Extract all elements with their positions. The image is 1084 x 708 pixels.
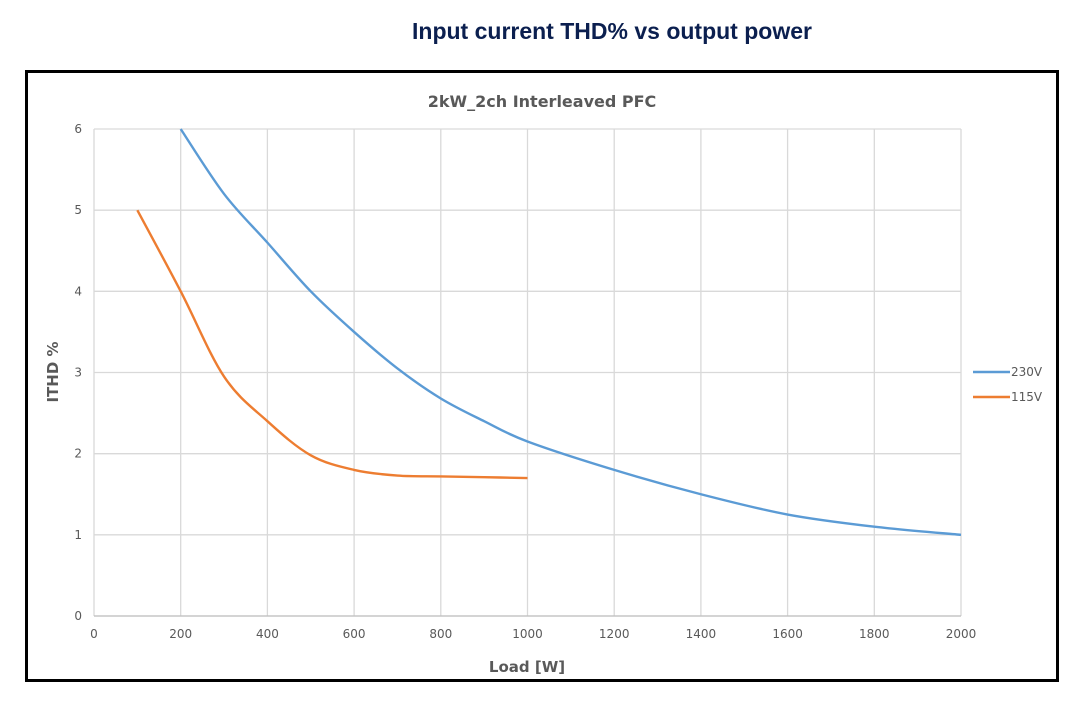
x-tick-label: 200 xyxy=(169,627,192,641)
x-tick-label: 2000 xyxy=(946,627,977,641)
series-group xyxy=(136,128,962,537)
y-tick-label: 6 xyxy=(74,122,82,136)
x-tick-label: 800 xyxy=(429,627,452,641)
legend-label: 230V xyxy=(1011,365,1043,379)
x-tick-label: 600 xyxy=(343,627,366,641)
x-tick-label: 0 xyxy=(90,627,98,641)
x-tick-label: 1200 xyxy=(599,627,630,641)
series-line-115V xyxy=(136,209,528,480)
chart-title: 2kW_2ch Interleaved PFC xyxy=(428,92,657,111)
x-tick-label: 1800 xyxy=(859,627,890,641)
y-tick-label: 2 xyxy=(74,447,82,461)
grid xyxy=(93,128,962,617)
y-axis-ticks: 0 1 2 3 4 5 6 xyxy=(74,122,82,623)
x-tick-label: 1000 xyxy=(512,627,543,641)
y-axis-label: ITHD % xyxy=(44,341,62,402)
series-line-230V xyxy=(179,128,962,537)
y-tick-label: 1 xyxy=(74,528,82,542)
x-tick-label: 1400 xyxy=(686,627,717,641)
legend: 230V 115V xyxy=(973,365,1043,404)
chart-frame xyxy=(25,70,1059,682)
y-tick-label: 4 xyxy=(74,284,82,298)
x-axis-ticks: 0 200 400 600 800 1000 1200 1400 1600 1800 2000 xyxy=(90,627,976,641)
y-tick-label: 0 xyxy=(74,609,82,623)
y-tick-label: 5 xyxy=(74,203,82,217)
legend-label: 115V xyxy=(1011,390,1043,404)
y-tick-label: 3 xyxy=(74,366,82,380)
x-axis-label: Load [W] xyxy=(489,658,565,676)
x-tick-label: 400 xyxy=(256,627,279,641)
x-tick-label: 1600 xyxy=(772,627,803,641)
page-title: Input current THD% vs output power xyxy=(412,18,812,44)
